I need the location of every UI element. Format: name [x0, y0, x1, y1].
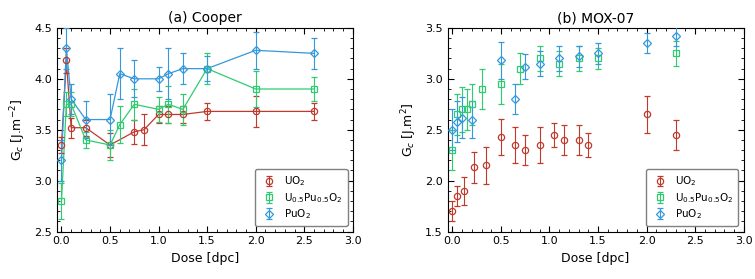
Legend: UO$_2$, U$_{0.5}$Pu$_{0.5}$O$_2$, PuO$_2$: UO$_2$, U$_{0.5}$Pu$_{0.5}$O$_2$, PuO$_2… [254, 169, 347, 226]
X-axis label: Dose [dpc]: Dose [dpc] [562, 252, 630, 265]
Legend: UO$_2$, U$_{0.5}$Pu$_{0.5}$O$_2$, PuO$_2$: UO$_2$, U$_{0.5}$Pu$_{0.5}$O$_2$, PuO$_2… [646, 169, 738, 226]
Y-axis label: G$_c$ [J.m$^{-2}$]: G$_c$ [J.m$^{-2}$] [9, 99, 29, 161]
X-axis label: Dose [dpc]: Dose [dpc] [171, 252, 239, 265]
Title: (b) MOX-07: (b) MOX-07 [557, 11, 634, 25]
Title: (a) Cooper: (a) Cooper [168, 11, 242, 25]
Y-axis label: G$_c$ [J.m$^{2}$]: G$_c$ [J.m$^{2}$] [399, 102, 419, 157]
